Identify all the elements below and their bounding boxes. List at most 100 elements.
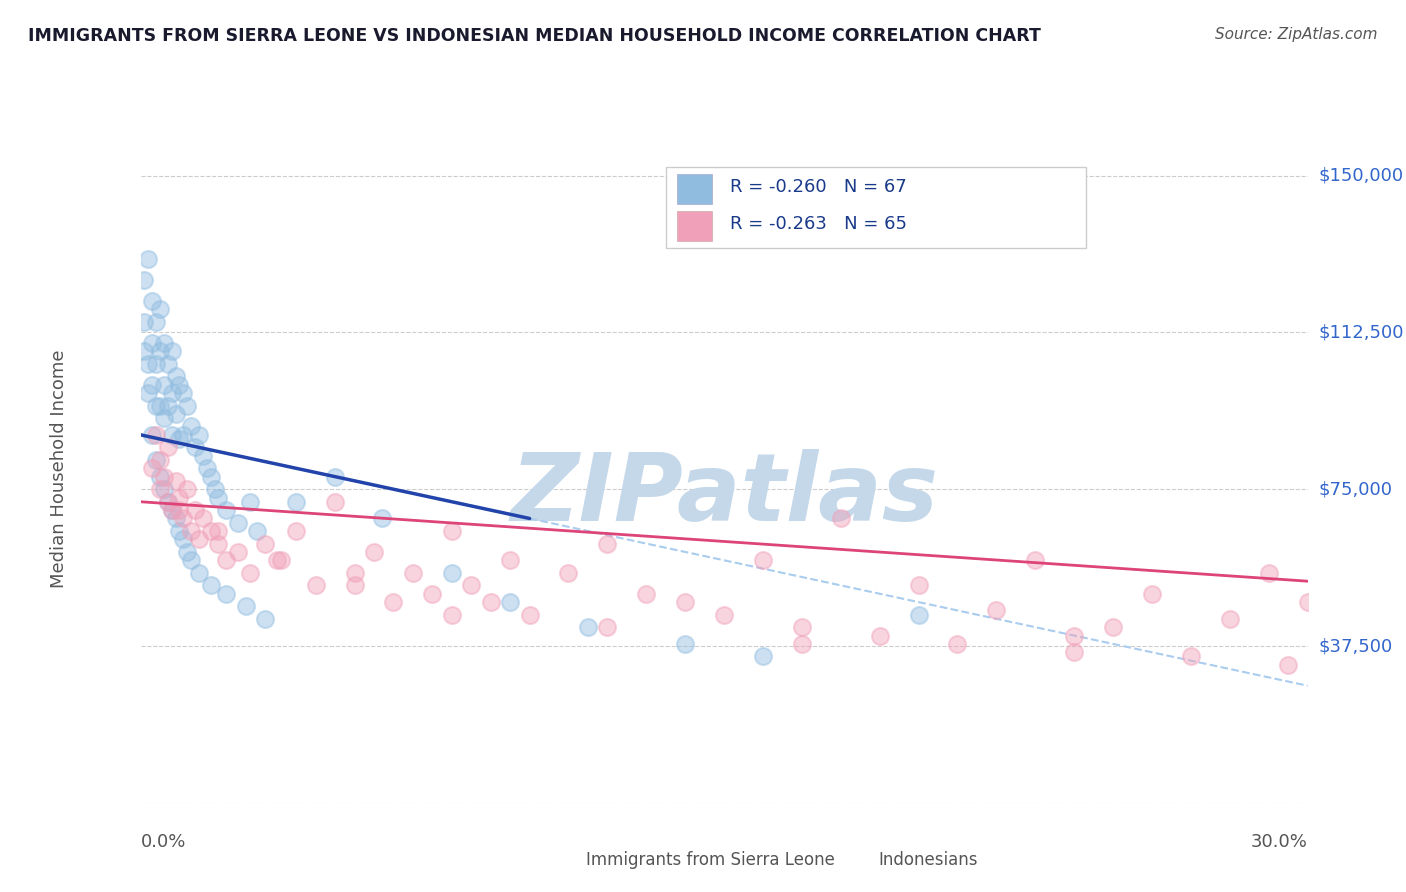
Point bbox=[1024, 553, 1046, 567]
Point bbox=[145, 428, 167, 442]
Point bbox=[422, 587, 444, 601]
Point bbox=[235, 599, 257, 614]
Point bbox=[180, 553, 202, 567]
Point bbox=[165, 369, 187, 384]
Point bbox=[869, 628, 891, 642]
Point bbox=[160, 344, 183, 359]
Point bbox=[946, 637, 969, 651]
Point bbox=[285, 524, 308, 538]
Point bbox=[172, 533, 194, 547]
Point bbox=[254, 536, 277, 550]
Point bbox=[156, 357, 179, 371]
Point bbox=[207, 491, 229, 505]
Point bbox=[169, 503, 191, 517]
Point bbox=[172, 428, 194, 442]
Point bbox=[1219, 612, 1241, 626]
Point bbox=[149, 453, 172, 467]
Point bbox=[207, 524, 229, 538]
Bar bbox=[846, 850, 872, 871]
Point bbox=[557, 566, 579, 580]
Point bbox=[187, 428, 211, 442]
Point bbox=[673, 595, 696, 609]
Point bbox=[184, 441, 207, 455]
Point bbox=[215, 553, 238, 567]
Point bbox=[215, 587, 238, 601]
Point bbox=[156, 399, 179, 413]
Point bbox=[323, 494, 346, 508]
Point bbox=[1180, 649, 1202, 664]
Point bbox=[323, 469, 346, 483]
Point bbox=[1063, 628, 1085, 642]
Text: Median Household Income: Median Household Income bbox=[49, 349, 67, 588]
Point bbox=[440, 607, 463, 622]
Point bbox=[499, 595, 522, 609]
Point bbox=[907, 607, 929, 622]
Point bbox=[184, 503, 207, 517]
Point bbox=[153, 411, 176, 425]
Point bbox=[153, 482, 176, 496]
Point bbox=[382, 595, 405, 609]
Point bbox=[149, 482, 172, 496]
Point bbox=[479, 595, 502, 609]
Point bbox=[149, 302, 172, 317]
Point bbox=[153, 335, 176, 350]
Point bbox=[169, 377, 191, 392]
Point bbox=[752, 553, 775, 567]
Point bbox=[187, 533, 211, 547]
Point bbox=[204, 482, 226, 496]
Text: $75,000: $75,000 bbox=[1319, 480, 1393, 499]
Point bbox=[153, 469, 176, 483]
Point bbox=[285, 494, 308, 508]
Text: IMMIGRANTS FROM SIERRA LEONE VS INDONESIAN MEDIAN HOUSEHOLD INCOME CORRELATION C: IMMIGRANTS FROM SIERRA LEONE VS INDONESI… bbox=[28, 27, 1040, 45]
Point bbox=[172, 386, 194, 401]
Point bbox=[165, 407, 187, 421]
Point bbox=[596, 620, 619, 634]
Point bbox=[134, 315, 156, 329]
Point bbox=[134, 344, 156, 359]
Point bbox=[752, 649, 775, 664]
Point bbox=[138, 357, 160, 371]
Point bbox=[141, 461, 163, 475]
Text: Immigrants from Sierra Leone: Immigrants from Sierra Leone bbox=[586, 851, 835, 869]
Text: $37,500: $37,500 bbox=[1319, 637, 1393, 655]
Point bbox=[141, 294, 163, 309]
Point bbox=[149, 469, 172, 483]
Point bbox=[180, 524, 202, 538]
Point bbox=[215, 503, 238, 517]
Point bbox=[180, 419, 202, 434]
Point bbox=[907, 578, 929, 592]
Point bbox=[141, 428, 163, 442]
Point bbox=[1140, 587, 1163, 601]
Text: ZIPatlas: ZIPatlas bbox=[510, 449, 938, 541]
Point bbox=[141, 335, 163, 350]
Point bbox=[402, 566, 425, 580]
Point bbox=[141, 377, 163, 392]
Point bbox=[145, 315, 167, 329]
Point bbox=[343, 578, 366, 592]
Text: Indonesians: Indonesians bbox=[879, 851, 977, 869]
Point bbox=[156, 494, 179, 508]
Point bbox=[371, 511, 394, 525]
Point bbox=[176, 399, 198, 413]
Point bbox=[134, 273, 156, 287]
Point bbox=[266, 553, 288, 567]
Point bbox=[191, 511, 214, 525]
Bar bbox=[666, 168, 1085, 248]
Text: 30.0%: 30.0% bbox=[1251, 833, 1308, 851]
Point bbox=[713, 607, 735, 622]
Bar bbox=[678, 211, 713, 241]
Point bbox=[304, 578, 326, 592]
Point bbox=[1296, 595, 1319, 609]
Text: Source: ZipAtlas.com: Source: ZipAtlas.com bbox=[1215, 27, 1378, 42]
Point bbox=[830, 511, 852, 525]
Point bbox=[790, 637, 813, 651]
Point bbox=[343, 566, 366, 580]
Point bbox=[172, 511, 194, 525]
Point bbox=[153, 377, 176, 392]
Point bbox=[1063, 645, 1085, 659]
Point bbox=[226, 545, 249, 559]
Point bbox=[1257, 566, 1279, 580]
Point bbox=[149, 399, 172, 413]
Point bbox=[238, 494, 260, 508]
Point bbox=[165, 511, 187, 525]
